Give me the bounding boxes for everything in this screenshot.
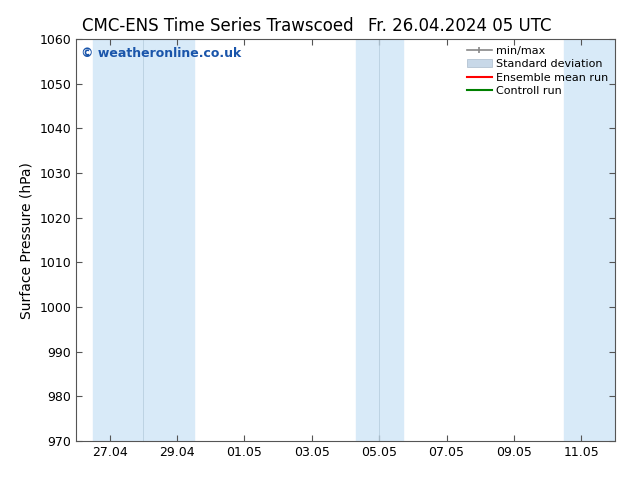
Bar [564,39,615,441]
Bar [356,39,403,441]
Text: CMC-ENS Time Series Trawscoed: CMC-ENS Time Series Trawscoed [82,17,354,35]
Text: Fr. 26.04.2024 05 UTC: Fr. 26.04.2024 05 UTC [368,17,552,35]
Y-axis label: Surface Pressure (hPa): Surface Pressure (hPa) [20,162,34,318]
Bar [93,39,194,441]
Text: © weatheronline.co.uk: © weatheronline.co.uk [81,47,242,60]
Legend: min/max, Standard deviation, Ensemble mean run, Controll run: min/max, Standard deviation, Ensemble me… [463,42,612,100]
